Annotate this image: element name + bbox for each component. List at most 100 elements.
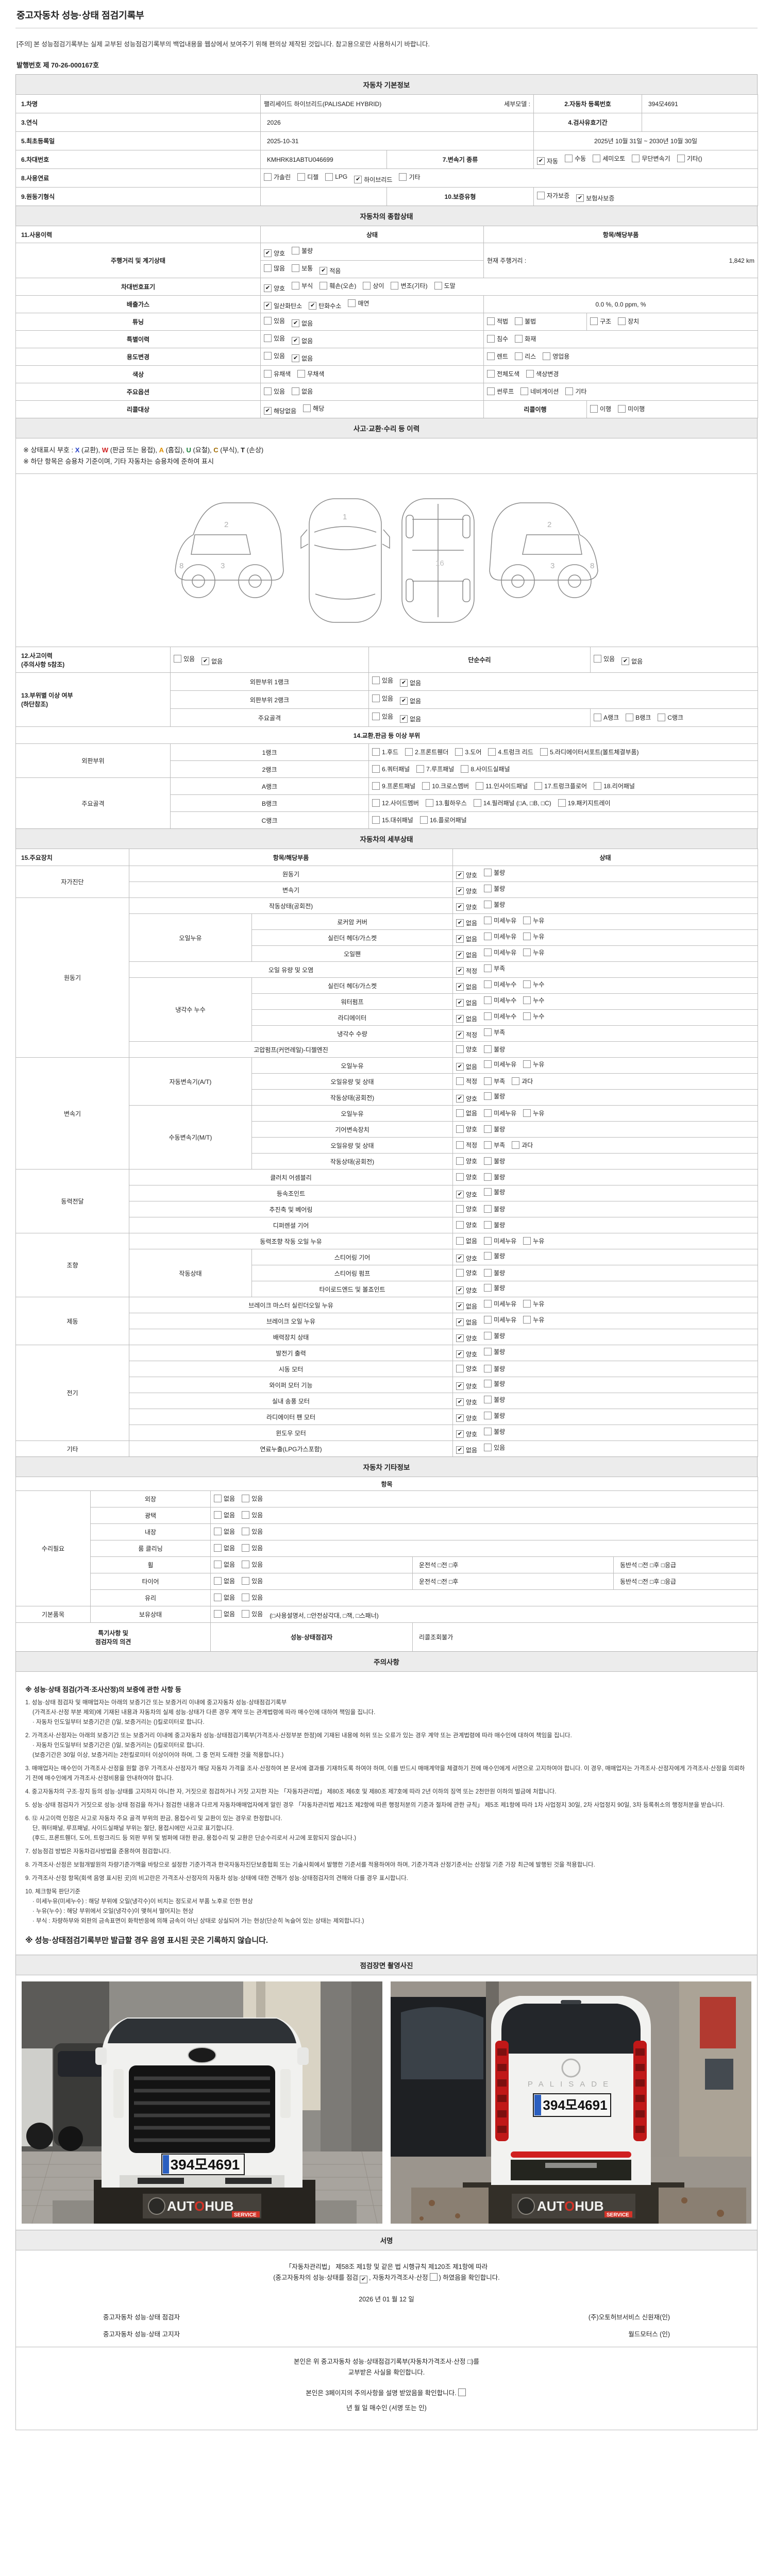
checkbox-19.패키지트레이[interactable]: 19.패키지트레이 xyxy=(558,799,611,807)
recall-done-state[interactable]: 이행 미이행 xyxy=(586,400,759,418)
checkbox-양호[interactable]: ✔ 양호 xyxy=(456,1414,477,1422)
checkbox-불량[interactable]: 불량 xyxy=(484,1395,505,1404)
state-glass[interactable]: 없음 있음 xyxy=(210,1589,759,1606)
tuning-legal[interactable]: 적법 불법 xyxy=(483,313,587,331)
checkbox-미세누유[interactable]: 미세누유 xyxy=(484,932,516,941)
checkbox-없음[interactable]: ✔ 없음 xyxy=(456,1302,477,1311)
checkbox-없음[interactable]: 없음 xyxy=(214,1609,235,1618)
checkbox-상이[interactable]: 상이 xyxy=(363,281,384,290)
state-blower[interactable]: ✔ 양호 불량 xyxy=(452,1393,759,1409)
state-cyl-head[interactable]: ✔ 없음 미세누유 누유 xyxy=(452,929,759,946)
checkbox-양호[interactable]: ✔ 양호 xyxy=(456,1334,477,1343)
checkbox-수동[interactable]: 수동 xyxy=(565,154,586,163)
checkbox-불법[interactable]: 불법 xyxy=(515,317,536,326)
checkbox-있음[interactable]: 있음 xyxy=(372,676,393,685)
checkbox-없음[interactable]: ✔ 없음 xyxy=(400,715,421,723)
checkbox-미세누수[interactable]: 미세누수 xyxy=(484,980,516,989)
checkbox-가솔린[interactable]: 가솔린 xyxy=(264,173,291,181)
state-water-pump[interactable]: ✔ 없음 미세누수 누수 xyxy=(452,993,759,1010)
checkbox-미세누유[interactable]: 미세누유 xyxy=(484,916,516,925)
state-steering-gear[interactable]: ✔ 양호 불량 xyxy=(452,1249,759,1265)
checkbox-보험사보증[interactable]: ✔ 보험사보증 xyxy=(576,194,614,202)
state-oil-pan[interactable]: ✔ 없음 미세누유 누유 xyxy=(452,945,759,962)
checkbox-불량[interactable]: 불량 xyxy=(484,1411,505,1420)
checkbox-미세누유[interactable]: 미세누유 xyxy=(484,1299,516,1308)
checkbox-양호[interactable]: ✔ 양호 xyxy=(456,887,477,895)
checkbox-있음[interactable]: 있음 xyxy=(242,1609,263,1618)
state-brake-oil[interactable]: ✔ 없음 미세누유 누유 xyxy=(452,1313,759,1329)
checkbox-양호[interactable]: 양호 xyxy=(456,1364,477,1373)
checkbox-불량[interactable]: 불량 xyxy=(484,1157,505,1165)
checkbox-무단변속기[interactable]: 무단변속기 xyxy=(632,154,670,163)
checkbox-없음[interactable]: 없음 xyxy=(214,1577,235,1585)
checkbox-기타[interactable]: 기타 xyxy=(565,387,586,396)
checkbox-없음[interactable]: ✔ 없음 xyxy=(292,354,313,363)
state-clutch[interactable]: 양호 불량 xyxy=(452,1169,759,1185)
state-retention[interactable]: 없음 있음 (□사용설명서, □안전삼각대, □잭, □스패너) xyxy=(210,1606,759,1623)
state-interior[interactable]: 없음 있음 xyxy=(210,1523,759,1540)
special-kind[interactable]: 침수 화재 xyxy=(483,330,759,348)
value-warranty-type[interactable]: 자가보증 ✔ 보험사보증 xyxy=(533,187,758,206)
checkbox-있음[interactable]: 있음 xyxy=(242,1560,263,1569)
state-prop-shaft[interactable]: 양호 불량 xyxy=(452,1201,759,1217)
checkbox-불량[interactable]: 불량 xyxy=(484,1251,505,1260)
checkbox-7.루프패널[interactable]: 7.루프패널 xyxy=(416,765,454,773)
outer-rank2-state[interactable]: 있음 ✔ 없음 xyxy=(368,690,758,709)
checkbox-양호[interactable]: ✔ 양호 xyxy=(456,871,477,879)
checkbox-양호[interactable]: ✔ 양호 xyxy=(456,1286,477,1295)
checkbox-누유[interactable]: 누유 xyxy=(523,916,544,925)
checkbox-불량[interactable]: 불량 xyxy=(484,1379,505,1388)
vin-mark-state[interactable]: ✔ 양호 부식 훼손(오손) 상이 변조(기타) 도말 xyxy=(260,278,759,296)
checkbox-도말[interactable]: 도말 xyxy=(434,281,456,290)
state-coolant-level[interactable]: ✔ 적정 부족 xyxy=(452,1025,759,1042)
state-wiper[interactable]: ✔ 양호 불량 xyxy=(452,1377,759,1393)
checkbox-A랭크[interactable]: A랭크 xyxy=(594,713,619,722)
state-radiator[interactable]: ✔ 없음 미세누수 누수 xyxy=(452,1009,759,1026)
checkbox-없음[interactable]: ✔ 없음 xyxy=(456,919,477,927)
checkbox-누수[interactable]: 누수 xyxy=(523,980,544,989)
inspection-checkbox[interactable]: ✔ xyxy=(360,2276,368,2283)
state-polish[interactable]: 없음 있음 xyxy=(210,1507,759,1524)
checkbox-11.인사이드패널[interactable]: 11.인사이드패널 xyxy=(476,782,528,790)
value-transmission[interactable]: ✔ 자동 수동 세미오토 무단변속기 기타() xyxy=(533,150,758,169)
checkbox-양호[interactable]: 양호 xyxy=(456,1268,477,1277)
state-exterior[interactable]: 없음 있음 xyxy=(210,1490,759,1507)
checkbox-없음[interactable]: ✔ 없음 xyxy=(201,657,223,666)
state-tie-rod[interactable]: ✔ 양호 불량 xyxy=(452,1281,759,1297)
state-diff-gear[interactable]: 양호 불량 xyxy=(452,1217,759,1233)
checkbox-양호[interactable]: ✔ 양호 xyxy=(456,1094,477,1103)
state-at-idle[interactable]: ✔ 양호 불량 xyxy=(452,1089,759,1106)
checkbox-10.크로스멤버[interactable]: 10.크로스멤버 xyxy=(422,782,469,790)
accident-state[interactable]: 있음 ✔ 없음 xyxy=(170,647,369,673)
checkbox-있음[interactable]: 있음 xyxy=(242,1494,263,1503)
checkbox-디젤[interactable]: 디젤 xyxy=(297,173,318,181)
state-engine[interactable]: ✔ 양호 불량 xyxy=(452,866,759,882)
state-transmission[interactable]: ✔ 양호 불량 xyxy=(452,882,759,898)
checkbox-없음[interactable]: ✔ 없음 xyxy=(456,951,477,959)
state-mt-level[interactable]: 적정 부족 과다 xyxy=(452,1137,759,1154)
checkbox-렌트[interactable]: 렌트 xyxy=(487,352,508,361)
checkbox-미세누유[interactable]: 미세누유 xyxy=(484,1236,516,1245)
checkbox-양호[interactable]: ✔ 양호 xyxy=(456,1398,477,1406)
checkbox-14.필러패널 (□A, □B, □C)[interactable]: 14.필러패널 (□A, □B, □C) xyxy=(473,799,551,807)
checkbox-적법[interactable]: 적법 xyxy=(487,317,508,326)
checkbox-불량[interactable]: 불량 xyxy=(484,1364,505,1373)
checkbox-무채색[interactable]: 무채색 xyxy=(297,369,324,378)
checkbox-누유[interactable]: 누유 xyxy=(523,948,544,957)
checkbox-누유[interactable]: 누유 xyxy=(523,1315,544,1324)
checkbox-8.사이드실패널[interactable]: 8.사이드실패널 xyxy=(461,765,510,773)
checkbox-양호[interactable]: ✔ 양호 xyxy=(456,1254,477,1263)
state-cv-joint[interactable]: ✔ 양호 불량 xyxy=(452,1185,759,1201)
checkbox-썬루프[interactable]: 썬루프 xyxy=(487,387,514,396)
checkbox-있음[interactable]: 있음 xyxy=(372,712,393,721)
rank2-parts[interactable]: 6.쿼터패널 7.루프패널 8.사이드실패널 xyxy=(368,760,758,778)
checkbox-없음[interactable]: ✔ 없음 xyxy=(456,1318,477,1327)
checkbox-적정[interactable]: 적정 xyxy=(456,1141,477,1149)
checkbox-양호[interactable]: ✔ 양호 xyxy=(456,1430,477,1438)
checkbox-18.리어패널[interactable]: 18.리어패널 xyxy=(594,782,635,790)
checkbox-누유[interactable]: 누유 xyxy=(523,1109,544,1117)
checkbox-색상변경[interactable]: 색상변경 xyxy=(526,369,559,378)
checkbox-4.트렁크 리드[interactable]: 4.트렁크 리드 xyxy=(488,748,533,756)
options-kind[interactable]: 썬루프 네비게이션 기타 xyxy=(483,383,759,401)
checkbox-양호[interactable]: 양호 xyxy=(456,1221,477,1229)
